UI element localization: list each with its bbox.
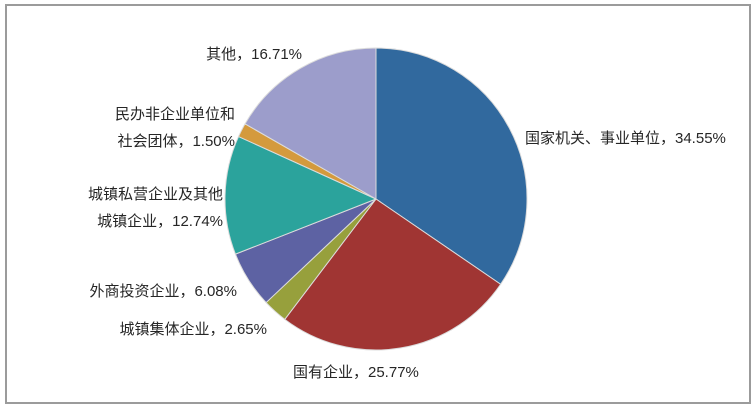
slice-label-text: 城镇集体企业，2.65% bbox=[119, 321, 267, 338]
slice-label-text: 其他，16.71% bbox=[206, 46, 302, 63]
slice-label-state-owned-enterprises: 国有企业，25.77% bbox=[293, 363, 419, 383]
slice-label-text: 社会团体，1.50% bbox=[117, 133, 235, 150]
slice-label-text: 城镇私营企业及其他 bbox=[87, 186, 223, 203]
pie-slice-4 bbox=[224, 136, 377, 255]
slice-label-text: 城镇企业，12.74% bbox=[97, 213, 223, 230]
slice-label-urban-private-enterprises: 城镇私营企业及其他 城镇企业，12.74% bbox=[88, 181, 223, 235]
slice-label-state-agencies: 国家机关、事业单位，34.55% bbox=[525, 129, 726, 149]
slice-label-foreign-invested-enterprises: 外商投资企业，6.08% bbox=[89, 282, 237, 302]
pie-slice-1 bbox=[284, 198, 502, 351]
slice-label-text: 国家机关、事业单位，34.55% bbox=[525, 130, 726, 147]
slice-label-other: 其他，16.71% bbox=[206, 45, 302, 65]
pie-slice-6 bbox=[244, 47, 377, 200]
slice-label-text: 外商投资企业，6.08% bbox=[89, 283, 237, 300]
slice-label-urban-collective-enterprises: 城镇集体企业，2.65% bbox=[119, 320, 267, 340]
pie-slice-0 bbox=[375, 47, 528, 285]
slice-label-private-non-enterprise-units: 民办非企业单位和 社会团体，1.50% bbox=[115, 101, 235, 155]
slice-label-text: 民办非企业单位和 bbox=[114, 106, 235, 123]
slice-label-text: 国有企业，25.77% bbox=[293, 364, 419, 381]
